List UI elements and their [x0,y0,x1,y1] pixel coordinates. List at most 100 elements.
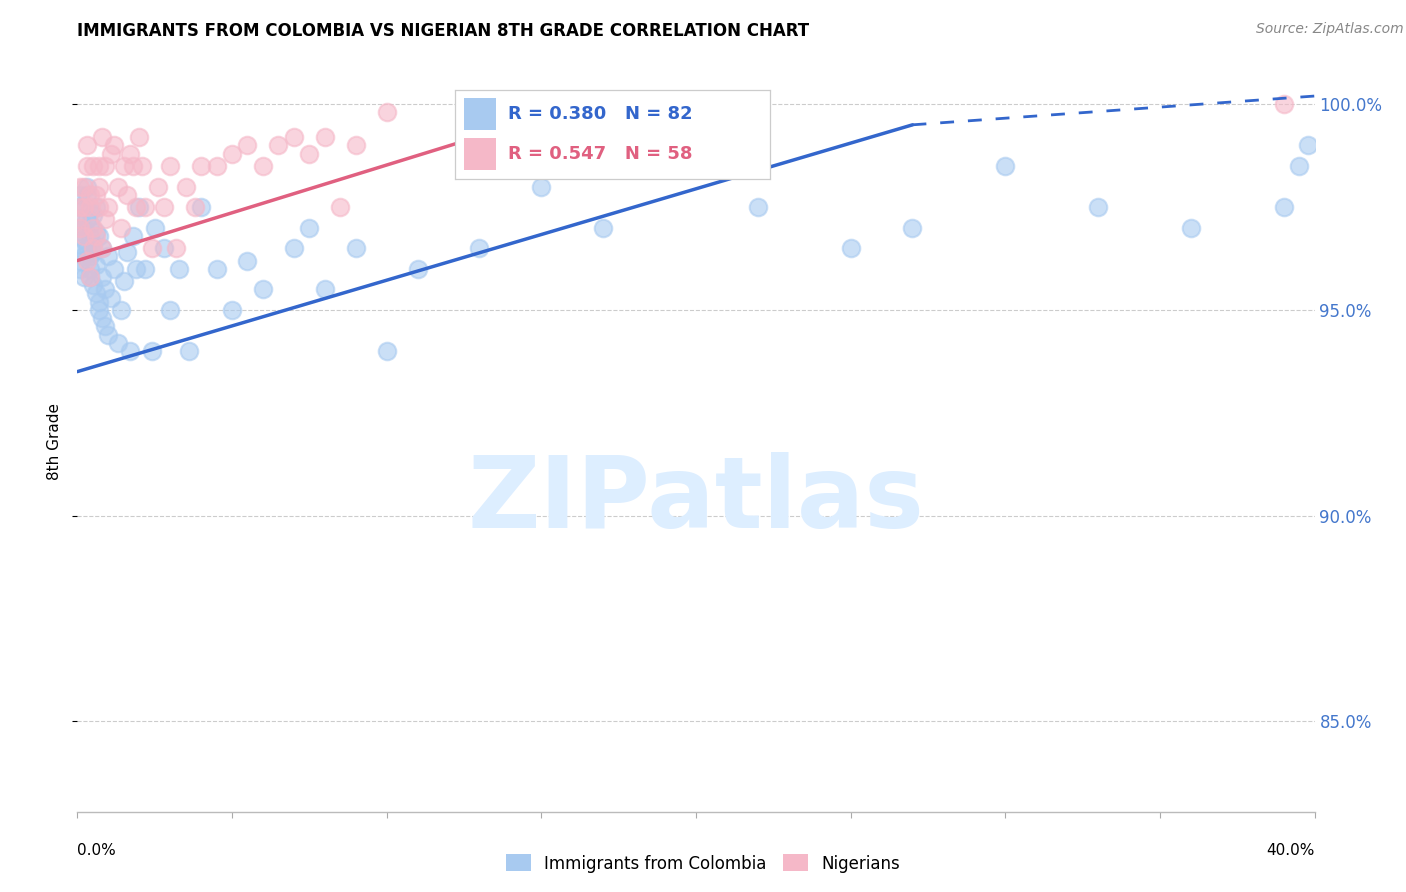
Point [143,220,166,235]
Point [901,220,924,235]
Point [153,241,176,255]
Point [84,225,107,239]
Point [82,245,104,260]
Point [159,159,181,173]
Point [128,200,150,214]
Point [69,228,91,243]
Point [76,179,98,194]
Point [174,179,197,194]
Point [221,146,243,161]
Point [184,200,207,214]
Point [66,212,89,227]
Text: 40.0%: 40.0% [1267,843,1315,858]
Point [1298,138,1320,153]
Point [190,159,212,173]
Point [72,200,94,214]
Point [141,344,163,359]
Point [125,200,148,214]
Y-axis label: 8th Grade: 8th Grade [46,403,62,480]
Point [97,249,120,263]
Point [79,270,101,285]
Point [76,159,98,173]
Point [82,220,104,235]
Point [69,200,91,214]
Point [100,291,122,305]
Point [125,261,148,276]
Point [97,327,120,342]
Point [252,159,274,173]
Text: Source: ZipAtlas.com: Source: ZipAtlas.com [1256,22,1403,37]
Point [94,212,117,227]
Point [82,237,104,252]
Point [82,278,104,293]
Point [91,270,114,285]
Point [141,241,163,255]
Point [115,187,138,202]
Point [134,200,156,214]
Point [685,159,707,173]
Point [69,200,91,214]
Point [69,220,91,235]
Point [112,159,135,173]
Point [103,138,125,153]
Point [69,187,91,202]
Point [314,130,336,145]
Point [69,241,91,255]
Point [110,220,132,235]
Point [1180,220,1202,235]
Point [122,228,145,243]
Point [283,241,305,255]
Point [236,138,259,153]
Point [153,200,176,214]
Point [87,294,110,309]
Point [72,220,94,235]
Point [84,200,107,214]
Point [84,187,107,202]
Point [839,241,862,255]
Point [298,220,321,235]
Point [76,253,98,268]
Point [329,200,352,214]
Point [177,344,200,359]
Point [118,146,141,161]
Point [69,261,91,276]
Point [747,200,769,214]
Text: 0.0%: 0.0% [77,843,117,858]
Point [72,270,94,285]
Point [72,249,94,263]
Point [1288,159,1310,173]
Point [110,302,132,317]
Point [131,159,153,173]
Point [221,302,243,317]
Point [236,253,259,268]
Point [298,146,321,161]
Point [94,159,117,173]
Point [344,241,367,255]
Point [87,159,110,173]
Point [69,179,91,194]
Point [76,187,98,202]
Point [205,159,228,173]
Point [72,179,94,194]
Point [468,241,491,255]
Point [146,179,169,194]
Point [406,261,429,276]
Point [107,335,129,350]
Point [79,270,101,285]
Point [69,253,91,268]
Point [79,228,101,243]
Point [283,130,305,145]
Point [82,208,104,222]
Point [69,212,91,227]
Point [76,138,98,153]
Point [84,258,107,272]
Point [72,228,94,243]
Point [107,179,129,194]
Point [94,282,117,296]
Point [76,212,98,227]
Point [112,274,135,288]
Point [344,138,367,153]
Point [79,187,101,202]
Point [91,311,114,326]
Point [94,319,117,334]
